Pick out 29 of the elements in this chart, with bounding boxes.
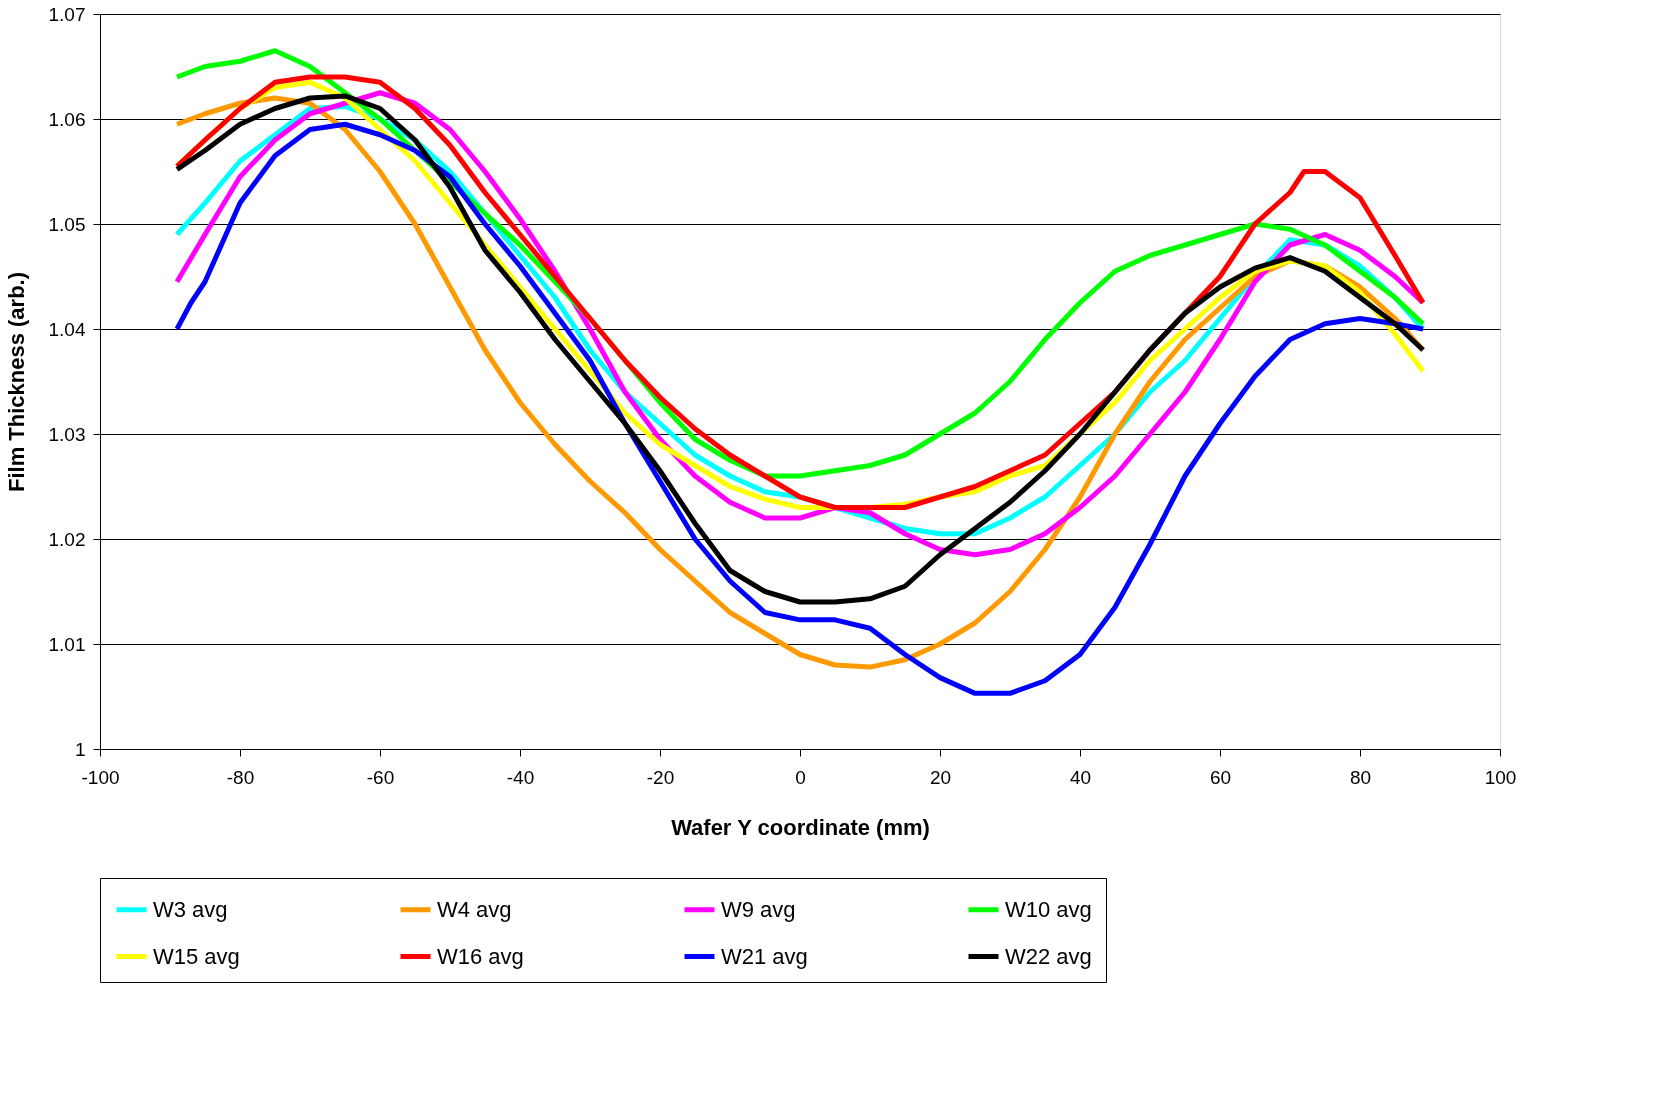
y-tick-label: 1.05	[48, 213, 86, 235]
y-tick-label: 1.06	[48, 108, 86, 130]
x-axis-title: Wafer Y coordinate (mm)	[671, 814, 930, 840]
legend-label: W9 avg	[721, 896, 796, 922]
x-tick-label: -80	[226, 766, 255, 788]
x-tick-label: 20	[929, 766, 952, 788]
y-tick-label: 1.01	[48, 633, 86, 655]
legend-label: W15 avg	[153, 943, 240, 969]
x-tick-label: 80	[1349, 766, 1372, 788]
y-tick-label: 1.02	[48, 528, 86, 550]
legend-label: W21 avg	[721, 943, 808, 969]
y-tick-label: 1.03	[48, 423, 86, 445]
x-tick-label: 100	[1484, 766, 1517, 788]
x-tick-label: -60	[366, 766, 395, 788]
legend-label: W3 avg	[153, 896, 228, 922]
x-tick-label: 40	[1069, 766, 1092, 788]
x-tick-label: -40	[506, 766, 535, 788]
y-tick-label: 1.04	[48, 318, 86, 340]
y-tick-label: 1	[74, 738, 86, 760]
legend-label: W16 avg	[437, 943, 524, 969]
legend-label: W22 avg	[1005, 943, 1092, 969]
y-tick-label: 1.07	[48, 3, 86, 25]
legend-label: W4 avg	[437, 896, 512, 922]
legend-label: W10 avg	[1005, 896, 1092, 922]
x-tick-label: 0	[795, 766, 806, 788]
y-axis-title: Film Thickness (arb.)	[3, 271, 29, 493]
x-tick-label: -100	[81, 766, 120, 788]
x-tick-label: -20	[646, 766, 675, 788]
x-tick-label: 60	[1209, 766, 1232, 788]
